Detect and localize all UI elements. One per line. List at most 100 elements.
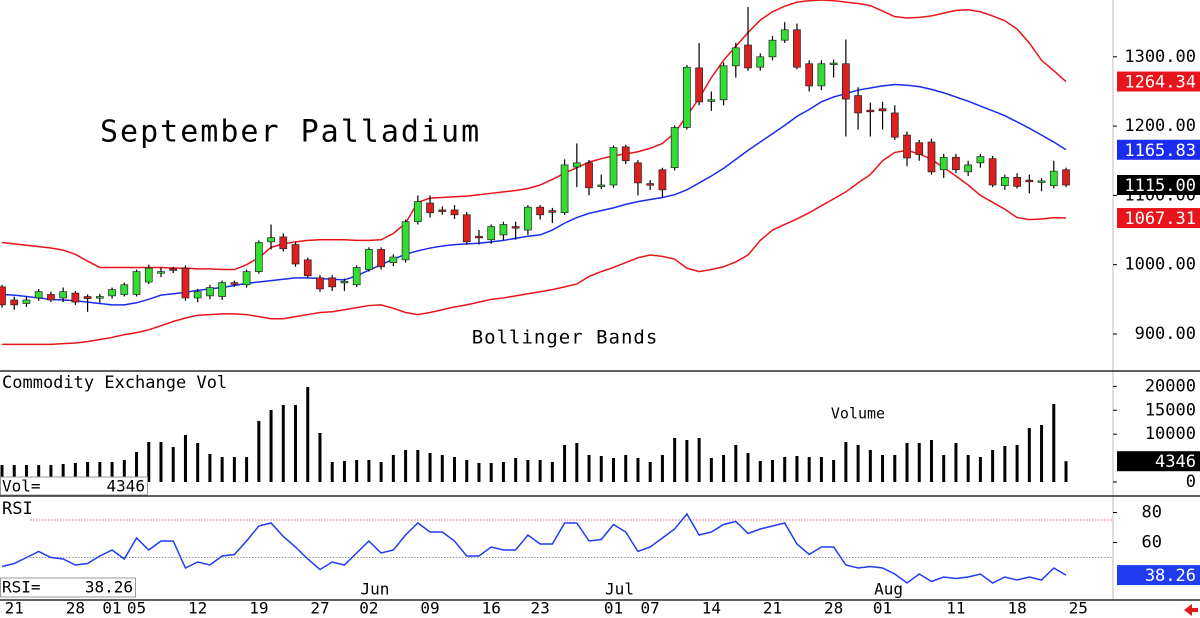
volume-bar bbox=[73, 463, 77, 482]
candle-body bbox=[389, 256, 398, 263]
volume-bar bbox=[477, 463, 481, 482]
volume-bar bbox=[991, 450, 995, 482]
x-tick-label: 12 bbox=[188, 599, 207, 618]
value-box bbox=[1117, 565, 1200, 586]
annotation: Bollinger Bands bbox=[472, 327, 659, 349]
volume-bar bbox=[1015, 444, 1019, 482]
lower-band bbox=[2, 149, 1067, 346]
candle-body bbox=[10, 299, 19, 306]
volume-bar bbox=[954, 442, 958, 482]
volume-bar bbox=[538, 460, 542, 482]
candle-body bbox=[450, 209, 459, 216]
volume-bar bbox=[0, 465, 4, 482]
candle-body bbox=[169, 268, 178, 271]
y-tick-label: 1300.00 bbox=[1124, 47, 1196, 67]
volume-bar bbox=[342, 461, 346, 482]
volume-bar bbox=[783, 456, 787, 482]
candle-body bbox=[230, 282, 239, 285]
candle-body bbox=[267, 237, 275, 243]
candle-body bbox=[768, 39, 777, 58]
volume-bar bbox=[61, 464, 65, 482]
volume-bar bbox=[12, 465, 16, 482]
volume-bar bbox=[416, 450, 420, 482]
candle-body bbox=[842, 63, 850, 100]
y-tick-label: 80 bbox=[1142, 503, 1162, 523]
candle-body bbox=[731, 47, 740, 67]
volume-bar bbox=[1052, 403, 1056, 482]
volume-bar bbox=[501, 462, 505, 482]
volume-bar bbox=[648, 462, 652, 482]
volume-bar bbox=[245, 456, 249, 482]
candle-body bbox=[108, 289, 116, 297]
x-tick-label: 01 bbox=[102, 599, 121, 618]
candle-body bbox=[903, 134, 911, 159]
volume-bar bbox=[489, 463, 493, 482]
rsi-line bbox=[1, 512, 1067, 584]
volume-bar bbox=[147, 442, 151, 482]
volume-bar bbox=[232, 456, 236, 482]
candle-body bbox=[511, 226, 520, 229]
volume-bar bbox=[722, 454, 726, 482]
volume-bar bbox=[428, 453, 432, 482]
volume-bar bbox=[746, 453, 750, 482]
volume-bar bbox=[367, 460, 371, 482]
candle-body bbox=[1049, 170, 1058, 187]
candle-body bbox=[560, 164, 569, 214]
readout-box bbox=[0, 577, 136, 598]
candle-body bbox=[524, 206, 532, 231]
volume-bar bbox=[281, 405, 285, 482]
candle-body bbox=[1037, 180, 1046, 183]
x-tick-label: 25 bbox=[1069, 599, 1088, 618]
candle-body bbox=[817, 63, 826, 87]
candle-body bbox=[890, 112, 899, 138]
volume-bar bbox=[856, 444, 860, 482]
volume-bar bbox=[709, 457, 713, 482]
x-tick-label: 18 bbox=[1007, 599, 1026, 618]
candle-body bbox=[805, 63, 814, 87]
value-label: 1067.31 bbox=[1124, 209, 1196, 229]
volume-bar bbox=[636, 457, 640, 482]
volume-bar bbox=[758, 461, 762, 482]
volume-bar bbox=[37, 465, 41, 482]
y-tick-label: 20000 bbox=[1145, 376, 1196, 396]
volume-bar bbox=[893, 454, 897, 482]
scroll-arrow[interactable] bbox=[1184, 604, 1198, 616]
volume-bar bbox=[1027, 428, 1031, 482]
candle-body bbox=[695, 67, 703, 103]
candle-body bbox=[242, 271, 251, 286]
candle-body bbox=[83, 296, 92, 299]
candle-body bbox=[47, 294, 55, 301]
candle-body bbox=[658, 169, 667, 191]
candle-body bbox=[328, 277, 337, 288]
volume-bar bbox=[795, 455, 799, 482]
readout-value: 4346 bbox=[106, 477, 145, 496]
candle-body bbox=[352, 267, 361, 286]
candle-body bbox=[756, 56, 765, 68]
readout-label: RSI= bbox=[2, 578, 41, 597]
value-box bbox=[1117, 71, 1200, 92]
x-tick-label: 09 bbox=[420, 599, 439, 618]
candle-body bbox=[536, 206, 544, 216]
volume-bar bbox=[294, 405, 298, 482]
volume-bar bbox=[122, 460, 126, 482]
candle-body bbox=[254, 242, 263, 272]
volume-bar bbox=[587, 454, 591, 482]
volume-bar bbox=[330, 462, 334, 482]
x-tick-label: 05 bbox=[127, 599, 146, 618]
volume-bar bbox=[844, 442, 848, 482]
volume-bar bbox=[171, 446, 175, 482]
x-tick-label: 28 bbox=[824, 599, 843, 618]
candle-body bbox=[120, 284, 129, 295]
candle-body bbox=[206, 287, 214, 297]
candle-body bbox=[22, 299, 31, 304]
x-tick-label: 02 bbox=[359, 599, 378, 618]
volume-bar bbox=[929, 440, 933, 482]
y-tick-label: 900.00 bbox=[1135, 324, 1196, 344]
volume-bar bbox=[550, 462, 554, 482]
volume-bar bbox=[453, 456, 457, 482]
value-label: 4346 bbox=[1155, 452, 1196, 472]
candle-body bbox=[1013, 177, 1021, 187]
